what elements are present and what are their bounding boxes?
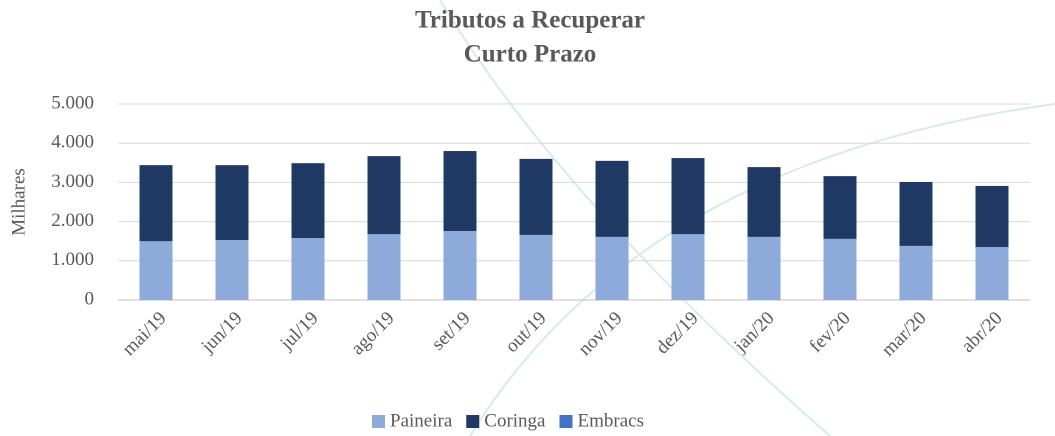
bar: [672, 234, 705, 300]
x-tick-label: out/19: [501, 308, 550, 357]
bar: [444, 231, 477, 300]
bar: [900, 246, 933, 300]
y-tick-label: 3.000: [51, 171, 94, 192]
bar: [748, 167, 781, 237]
x-tick-label: ago/19: [347, 308, 398, 359]
legend-swatch: [559, 415, 572, 428]
bar: [520, 159, 553, 235]
bar: [976, 247, 1009, 300]
bar: [900, 182, 933, 246]
x-tick-label: abr/20: [957, 308, 1006, 357]
x-tick-label: mai/19: [118, 308, 170, 360]
bar: [520, 235, 553, 300]
x-tick-label: dez/19: [652, 308, 703, 359]
bar: [292, 163, 325, 238]
x-tick-label: jun/19: [197, 308, 247, 358]
bar: [748, 237, 781, 300]
y-tick-label: 2.000: [51, 210, 94, 231]
x-tick-label: jan/20: [729, 308, 778, 357]
bar: [824, 239, 857, 300]
legend-label: Paineira: [390, 410, 453, 431]
bar: [216, 165, 249, 240]
x-tick-label: mar/20: [878, 308, 931, 361]
legend-label: Embracs: [577, 410, 643, 431]
bar: [596, 237, 629, 300]
chart: Tributos a Recuperar Curto Prazo Milhare…: [0, 0, 1055, 436]
x-tick-label: set/19: [428, 308, 475, 355]
legend-swatch: [466, 415, 479, 428]
legend-label: Coringa: [484, 410, 546, 431]
chart-subtitle: Curto Prazo: [464, 41, 597, 68]
chart-title: Tributos a Recuperar: [415, 7, 645, 34]
y-tick-label: 5.000: [51, 92, 94, 113]
y-tick-label: 0: [85, 288, 95, 309]
y-tick-label: 4.000: [51, 132, 94, 153]
bar: [672, 158, 705, 234]
bar: [976, 186, 1009, 247]
y-tick-label: 1.000: [51, 249, 94, 270]
x-tick-label: jul/19: [276, 308, 323, 355]
bar: [140, 165, 173, 241]
bar: [596, 161, 629, 237]
x-tick-label: fev/20: [805, 308, 854, 357]
legend-swatch: [372, 415, 385, 428]
bar: [824, 176, 857, 239]
bar: [216, 240, 249, 300]
bar: [444, 151, 477, 231]
y-axis-label: Milhares: [8, 168, 29, 236]
bar: [368, 234, 401, 300]
bar: [292, 238, 325, 300]
bar: [140, 241, 173, 300]
x-tick-label: nov/19: [574, 308, 626, 360]
bar: [368, 156, 401, 234]
